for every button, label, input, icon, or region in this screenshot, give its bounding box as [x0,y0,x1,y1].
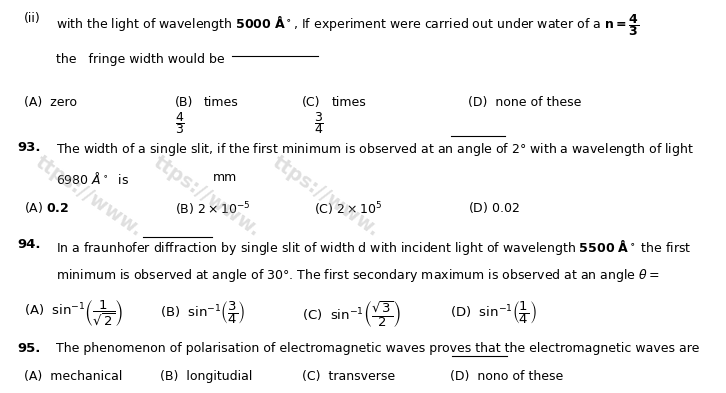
Text: (D)  none of these: (D) none of these [468,96,581,109]
Text: (C)  transverse: (C) transverse [302,370,395,383]
Text: 95.: 95. [17,342,41,355]
Text: (C): (C) [302,96,320,109]
Text: $\dfrac{3}{4}$: $\dfrac{3}{4}$ [314,110,324,136]
Text: (D) $0.02$: (D) $0.02$ [468,200,519,215]
Text: with the light of wavelength $\mathbf{5000\ \AA{^\circ}}$, If experiment were ca: with the light of wavelength $\mathbf{50… [56,12,640,38]
Text: (B) $2\times10^{-5}$: (B) $2\times10^{-5}$ [174,200,250,218]
Text: ttps://www.: ttps://www. [150,152,264,241]
Text: the   fringe width would be: the fringe width would be [56,53,225,66]
Text: .: . [509,342,513,355]
Text: 93.: 93. [17,141,41,154]
Text: 94.: 94. [17,238,41,251]
Text: (ii): (ii) [24,12,41,25]
Text: In a fraunhofer diffraction by single slit of width d with incident light of wav: In a fraunhofer diffraction by single sl… [56,238,692,257]
Text: (C)  $\sin^{-1}\!\left(\dfrac{\sqrt{3}}{2}\right)$: (C) $\sin^{-1}\!\left(\dfrac{\sqrt{3}}{2… [302,299,401,329]
Text: (D)  $\sin^{-1}\!\left(\dfrac{1}{4}\right)$: (D) $\sin^{-1}\!\left(\dfrac{1}{4}\right… [450,299,537,326]
Text: mm: mm [213,171,237,184]
Text: The phenomenon of polarisation of electromagnetic waves proves that the electrom: The phenomenon of polarisation of electr… [56,342,700,355]
Text: .: . [506,267,510,280]
Text: (B): (B) [174,96,193,109]
Text: (B)  longitudial: (B) longitudial [160,370,252,383]
Text: minimum is observed at angle of $30°$. The first secondary maximum is observed a: minimum is observed at angle of $30°$. T… [56,267,660,284]
Text: (A) $\mathbf{0.2}$: (A) $\mathbf{0.2}$ [24,200,68,215]
Text: $6980\ \AA{^\circ}$  is: $6980\ \AA{^\circ}$ is [56,171,129,187]
Text: $\dfrac{4}{3}$: $\dfrac{4}{3}$ [174,110,184,136]
Text: (A)  zero: (A) zero [24,96,77,109]
Text: (B)  $\sin^{-1}\!\left(\dfrac{3}{4}\right)$: (B) $\sin^{-1}\!\left(\dfrac{3}{4}\right… [160,299,245,326]
Text: (D)  nono of these: (D) nono of these [450,370,563,383]
Text: times: times [332,96,366,109]
Text: ttps://www.: ttps://www. [32,152,146,241]
Text: ttps://www.: ttps://www. [269,152,383,241]
Text: (A)  mechanical: (A) mechanical [24,370,122,383]
Text: (A)  $\sin^{-1}\!\left(\dfrac{1}{\sqrt{2}}\right)$: (A) $\sin^{-1}\!\left(\dfrac{1}{\sqrt{2}… [24,299,123,329]
Text: times: times [204,96,239,109]
Text: (C) $2\times10^{5}$: (C) $2\times10^{5}$ [314,200,383,218]
Text: The width of a single slit, if the first minimum is observed at an angle of $2°$: The width of a single slit, if the first… [56,141,694,158]
